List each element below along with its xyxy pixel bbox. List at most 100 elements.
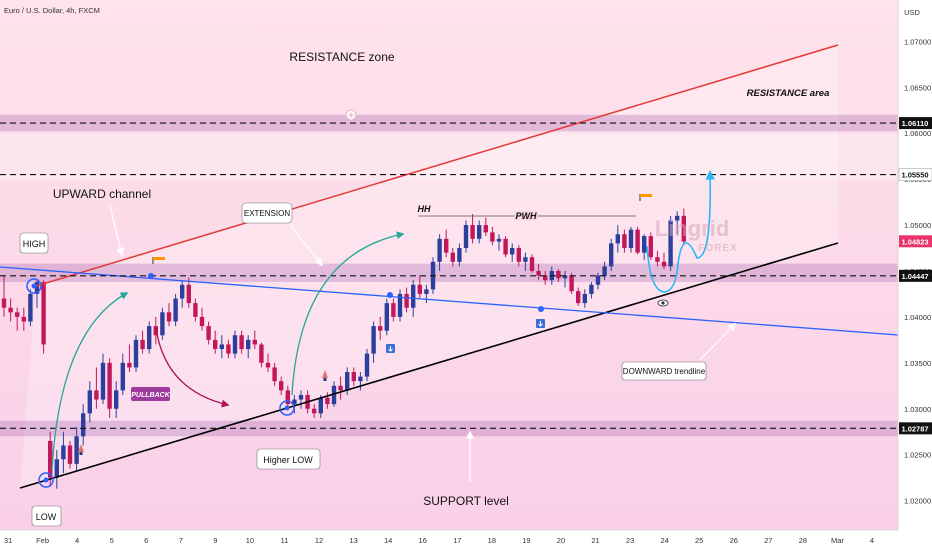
time-tick-label: 26	[730, 536, 738, 545]
candle-body	[114, 390, 119, 409]
candle-body	[457, 248, 462, 262]
candle-body	[384, 303, 389, 331]
eye-icon	[657, 299, 669, 307]
candle-body	[569, 275, 574, 292]
candle	[265, 353, 271, 373]
support-trendline[interactable]	[19, 242, 839, 489]
candle	[655, 250, 660, 267]
candle-body	[147, 326, 152, 350]
candle-body	[444, 238, 449, 253]
resistance-trendline[interactable]	[35, 44, 839, 287]
candle	[371, 321, 376, 363]
candle-body	[642, 236, 647, 253]
candle-body	[246, 339, 251, 350]
candle	[364, 349, 370, 382]
candle	[463, 220, 469, 253]
candle	[81, 404, 86, 446]
candle-body	[602, 266, 607, 276]
candle	[213, 330, 218, 354]
price-tag-label: 1.05550	[901, 171, 928, 180]
price-tag: 1.06110	[899, 117, 932, 130]
price-tick-label: 1.06500	[904, 83, 931, 92]
price-tag-box	[899, 422, 932, 435]
time-tick-label: 28	[799, 536, 807, 545]
candle	[1, 275, 7, 317]
candle-body	[595, 275, 601, 285]
high-callout: HIGH	[19, 232, 49, 254]
candle	[147, 321, 152, 354]
time-tick-label: 16	[419, 536, 427, 545]
candle-body	[648, 236, 653, 258]
time-tick-label: Mar	[831, 536, 844, 545]
price-tag-box	[898, 168, 932, 181]
candle	[34, 280, 40, 308]
time-tick-label: 20	[557, 536, 565, 545]
plus-circle-icon	[345, 109, 357, 121]
candle	[642, 234, 647, 260]
candle-body	[213, 339, 218, 350]
price-tag-label: 1.04447	[901, 272, 928, 281]
time-tick-label: 14	[384, 536, 392, 545]
candle	[133, 335, 139, 373]
candle	[48, 431, 53, 487]
candle-body	[312, 408, 317, 414]
time-tick-label: 9	[213, 536, 217, 545]
candle	[378, 316, 383, 340]
candle-body	[391, 303, 396, 317]
arrow-projection	[646, 170, 715, 293]
candle-body	[107, 362, 112, 409]
candle	[87, 381, 92, 423]
time-axis-ticks: 31 Feb 4 5 6 7 9 10 11 12 13 14 16 17 18 19 20 21 23 24 25 26…	[4, 536, 874, 545]
candle-body	[655, 257, 660, 262]
plot-background	[0, 0, 898, 530]
candle	[199, 307, 205, 331]
candle-body	[358, 376, 363, 382]
candle-body	[477, 225, 482, 239]
time-tick-label: 24	[660, 536, 668, 545]
candle	[536, 263, 541, 281]
candle	[556, 269, 561, 282]
time-axis[interactable]	[0, 530, 898, 550]
candle-body	[48, 440, 53, 478]
price-axis-tags: 1.06110 1.05550 1.04823 1.04447 1.02787	[898, 117, 932, 435]
higher-low-marker-dot	[284, 405, 290, 411]
pointer-downward	[699, 322, 737, 361]
support-level-label: SUPPORT level	[423, 494, 509, 508]
candle-body	[166, 312, 172, 322]
candle-body	[252, 339, 257, 345]
price-tag-label: 1.06110	[902, 119, 929, 128]
candle-body	[180, 284, 185, 299]
low-marker[interactable]	[38, 472, 54, 488]
candle-body	[206, 326, 211, 340]
price-tag: 1.05550	[898, 168, 932, 181]
higher-low-marker[interactable]	[279, 400, 295, 416]
zone-band-2	[0, 420, 898, 437]
time-tick-label: 21	[591, 536, 599, 545]
pwh-label: PWH	[516, 211, 537, 221]
low-marker-dot	[43, 477, 49, 483]
candle-body	[490, 232, 495, 242]
candle-body	[628, 229, 634, 249]
candle	[298, 390, 304, 409]
candle	[285, 385, 290, 409]
candle-body	[351, 372, 356, 382]
candle-body	[622, 234, 627, 249]
high-marker[interactable]	[26, 278, 42, 294]
candle	[635, 226, 640, 255]
candle	[219, 335, 224, 359]
candle	[173, 293, 178, 327]
candle-body	[661, 261, 667, 267]
watermark-brand: Lingrid	[655, 216, 730, 241]
price-tick-label: 1.03000	[904, 405, 931, 414]
candle-body	[140, 339, 145, 350]
candle-body	[265, 362, 271, 368]
candle	[602, 261, 607, 281]
candle-body	[81, 413, 86, 437]
candle	[28, 289, 33, 327]
arrow-impulse-2	[291, 231, 405, 396]
arrow-pullback	[155, 327, 230, 408]
downward-trendline-callout: DOWNWARD trendline	[621, 361, 707, 381]
time-tick-label: 17	[453, 536, 461, 545]
